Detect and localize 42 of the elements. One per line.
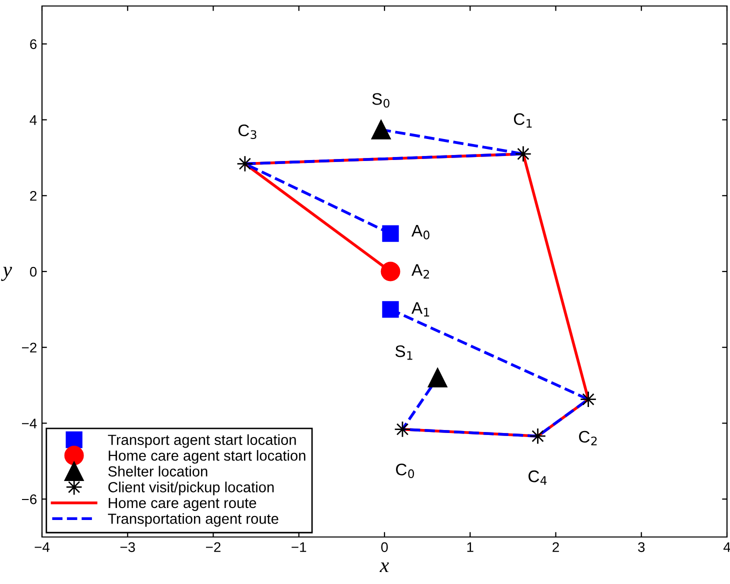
x-tick-label: 3 <box>638 542 645 552</box>
annotation: S$_{0}$ <box>372 93 390 108</box>
y-tick-label: 4 <box>30 115 37 125</box>
legend-label: Home care agent start location <box>108 450 306 464</box>
y-tick-label: 0 <box>30 266 37 277</box>
x-tick-label: 4 <box>723 542 730 552</box>
point <box>371 120 391 140</box>
point <box>428 368 448 388</box>
legend-label: Client visit/pickup location <box>108 482 274 496</box>
x-tick-label: 2 <box>552 542 559 552</box>
point <box>580 390 597 408</box>
annotation: C$_{3}$ <box>238 124 256 140</box>
y-tick-label: 6 <box>30 39 37 50</box>
annotation: C$_{1}$ <box>514 113 532 128</box>
y-tick-label: −2 <box>22 342 36 352</box>
x-axis-title: x <box>380 562 389 572</box>
annotation: S$_{1}$ <box>395 345 412 360</box>
legend-label: Transportation agent route <box>108 513 278 527</box>
point <box>382 225 399 242</box>
annotation: A$_{0}$ <box>412 224 430 240</box>
x-tick-label: −3 <box>120 542 135 552</box>
x-tick-label: 1 <box>467 542 474 552</box>
point <box>529 428 546 444</box>
x-tick-label: 0 <box>381 542 388 552</box>
y-tick-label: −4 <box>22 418 37 428</box>
annotation: A$_{1}$ <box>412 302 430 316</box>
legend-label: Shelter location <box>108 466 208 477</box>
point <box>236 155 254 172</box>
annotation: C$_{4}$ <box>528 470 547 485</box>
point <box>382 301 399 318</box>
y-tick-label: 2 <box>30 190 36 201</box>
legend-label: Transport agent start location <box>108 434 296 448</box>
legend-label: Home care agent route <box>108 498 256 512</box>
point <box>514 146 532 162</box>
annotation: C$_{0}$ <box>396 464 414 478</box>
x-tick-label: −1 <box>292 542 306 552</box>
point <box>380 262 400 282</box>
x-tick-label: −2 <box>206 542 220 552</box>
y-axis-title: y <box>1 266 12 281</box>
annotation: C$_{2}$ <box>579 430 597 446</box>
annotation: A$_{2}$ <box>412 264 429 279</box>
y-tick-label: −6 <box>22 494 37 504</box>
